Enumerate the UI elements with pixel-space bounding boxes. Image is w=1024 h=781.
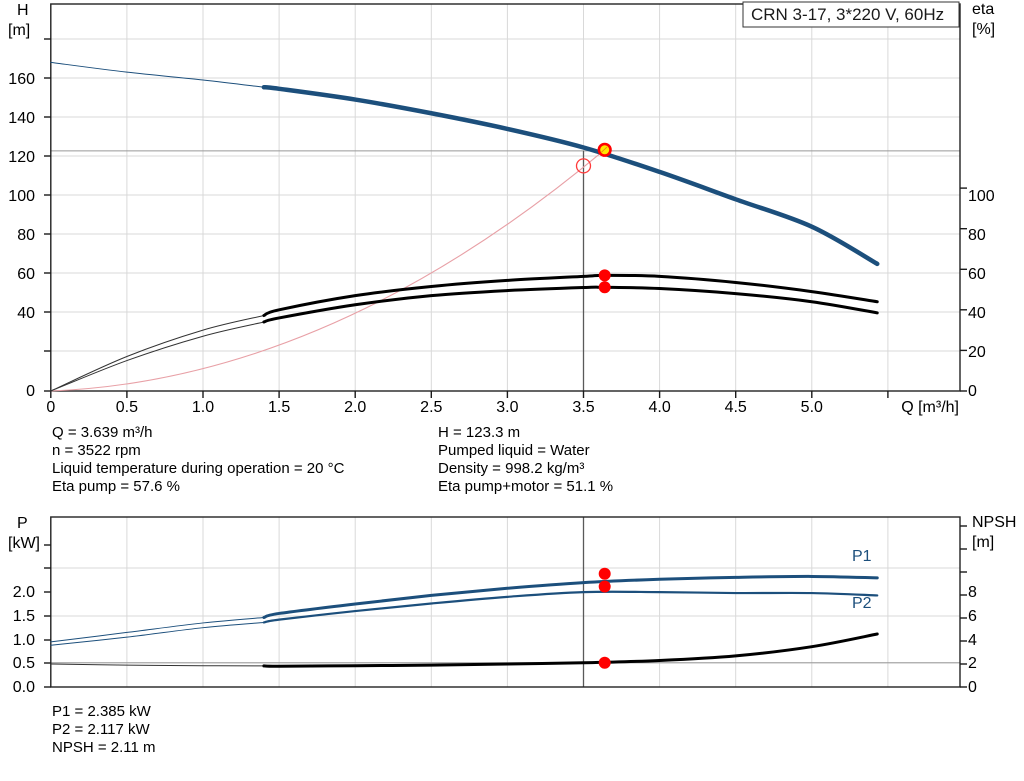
svg-text:60: 60 bbox=[968, 266, 986, 283]
svg-text:1.0: 1.0 bbox=[13, 632, 35, 649]
svg-text:1.5: 1.5 bbox=[13, 608, 35, 625]
svg-text:Q [m³/h]: Q [m³/h] bbox=[901, 399, 959, 416]
svg-text:0.0: 0.0 bbox=[13, 679, 35, 696]
svg-text:0.5: 0.5 bbox=[116, 399, 138, 416]
svg-text:4: 4 bbox=[968, 632, 977, 649]
svg-text:eta: eta bbox=[972, 1, 994, 18]
svg-text:0: 0 bbox=[968, 679, 977, 696]
svg-text:6: 6 bbox=[968, 608, 977, 625]
svg-text:40: 40 bbox=[17, 305, 35, 322]
svg-text:H: H bbox=[17, 2, 29, 19]
svg-text:120: 120 bbox=[8, 149, 35, 166]
svg-text:P: P bbox=[17, 515, 28, 532]
svg-text:80: 80 bbox=[968, 227, 986, 244]
svg-text:P2: P2 bbox=[852, 595, 872, 612]
svg-text:3.5: 3.5 bbox=[572, 399, 594, 416]
svg-text:NPSH: NPSH bbox=[972, 514, 1016, 531]
svg-text:2.0: 2.0 bbox=[344, 399, 366, 416]
svg-text:[kW]: [kW] bbox=[8, 535, 40, 552]
svg-text:5.0: 5.0 bbox=[801, 399, 823, 416]
svg-text:0: 0 bbox=[26, 383, 35, 400]
svg-text:1.0: 1.0 bbox=[192, 399, 214, 416]
svg-text:100: 100 bbox=[8, 188, 35, 205]
svg-text:2.5: 2.5 bbox=[420, 399, 442, 416]
svg-text:60: 60 bbox=[17, 266, 35, 283]
svg-text:20: 20 bbox=[968, 344, 986, 361]
svg-text:4.0: 4.0 bbox=[648, 399, 670, 416]
svg-text:2: 2 bbox=[968, 655, 977, 672]
svg-text:2.0: 2.0 bbox=[13, 584, 35, 601]
svg-text:160: 160 bbox=[8, 71, 35, 88]
svg-text:0.5: 0.5 bbox=[13, 655, 35, 672]
svg-text:[%]: [%] bbox=[972, 21, 995, 38]
svg-text:4.5: 4.5 bbox=[725, 399, 747, 416]
svg-text:0: 0 bbox=[968, 383, 977, 400]
svg-text:140: 140 bbox=[8, 110, 35, 127]
svg-text:[m]: [m] bbox=[972, 534, 994, 551]
svg-text:0: 0 bbox=[46, 399, 55, 416]
svg-text:8: 8 bbox=[968, 584, 977, 601]
svg-text:3.0: 3.0 bbox=[496, 399, 518, 416]
svg-text:[m]: [m] bbox=[8, 22, 30, 39]
svg-text:1.5: 1.5 bbox=[268, 399, 290, 416]
svg-text:P1: P1 bbox=[852, 548, 872, 565]
svg-text:40: 40 bbox=[968, 305, 986, 322]
svg-text:CRN 3-17, 3*220 V, 60Hz: CRN 3-17, 3*220 V, 60Hz bbox=[751, 5, 944, 24]
svg-text:100: 100 bbox=[968, 188, 995, 205]
svg-text:80: 80 bbox=[17, 227, 35, 244]
